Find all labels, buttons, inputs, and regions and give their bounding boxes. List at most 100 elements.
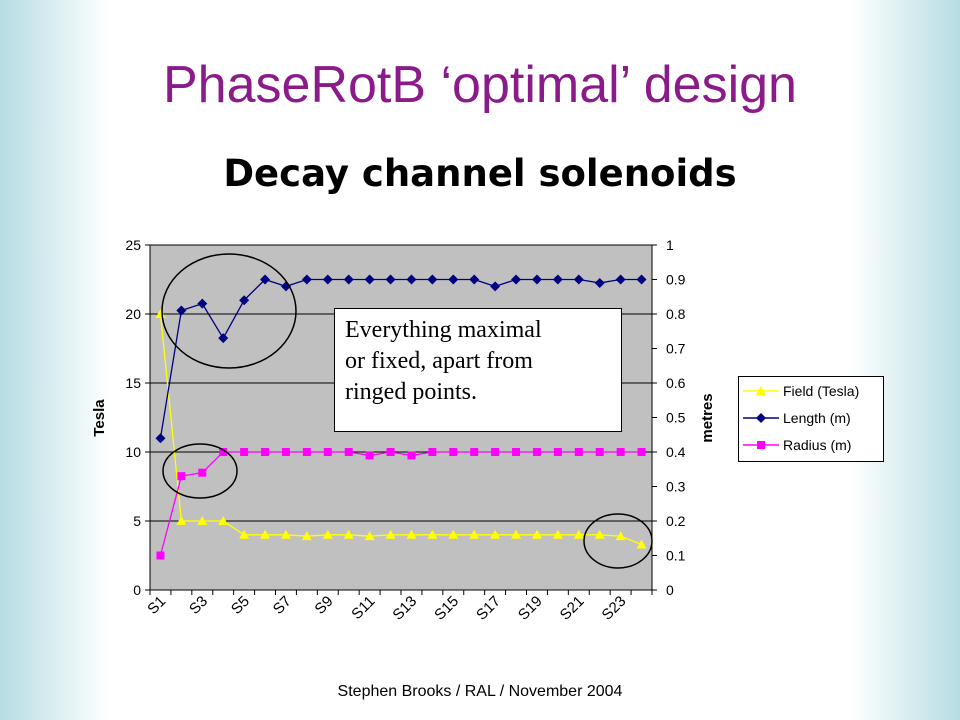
legend-item-radius: Radius (m)	[739, 435, 885, 455]
data-point	[553, 448, 562, 456]
data-point	[155, 309, 166, 318]
data-point	[280, 529, 291, 539]
annotation-line: ringed points.	[345, 379, 477, 405]
data-point	[197, 298, 208, 309]
chart-title: Decay channel solenoids	[223, 152, 737, 195]
data-point	[260, 529, 271, 539]
y2-tick-label: 0.2	[666, 513, 686, 529]
data-point	[365, 451, 374, 460]
data-point	[552, 274, 563, 285]
x-tick-label: S9	[312, 593, 337, 618]
x-tick-label: S5	[228, 593, 253, 618]
data-point	[385, 529, 396, 539]
legend-item-field: Field (Tesla)	[739, 381, 885, 401]
ring-bottom-right	[583, 513, 653, 569]
data-point	[240, 448, 249, 456]
data-point	[343, 529, 354, 539]
data-point	[176, 305, 187, 316]
data-point	[198, 468, 207, 477]
data-point	[531, 529, 542, 539]
y-tick-label: 15	[125, 375, 141, 391]
data-point	[511, 529, 522, 539]
data-point	[595, 448, 604, 456]
data-point	[197, 516, 208, 525]
ring-middle-left	[162, 443, 238, 499]
footer: Stephen Brooks / RAL / November 2004	[337, 683, 623, 700]
ring-top-left	[161, 253, 297, 369]
annotation-line: Everything maximal	[345, 317, 542, 343]
data-point	[322, 274, 333, 285]
data-point	[594, 529, 605, 539]
data-point	[406, 529, 417, 539]
data-point	[239, 295, 250, 306]
y2-tick-label: 0.3	[666, 479, 686, 495]
x-tick-label: S17	[473, 593, 504, 624]
x-tick-label: S7	[270, 593, 295, 618]
y-tick-label: 20	[125, 306, 141, 322]
y2-tick-label: 0.5	[666, 410, 686, 426]
data-point	[239, 529, 250, 539]
data-point	[573, 529, 584, 539]
data-point	[323, 448, 332, 456]
data-point	[531, 274, 542, 285]
x-tick-label: S19	[515, 593, 546, 624]
y2-tick-label: 0.9	[666, 272, 686, 288]
data-point	[637, 448, 646, 456]
y2-tick-label: 1	[666, 237, 674, 253]
data-point	[343, 274, 354, 285]
x-tick-label: S15	[431, 593, 462, 624]
data-point	[281, 448, 290, 456]
y2-tick-label: 0.4	[666, 444, 686, 460]
y-tick-label: 5	[133, 513, 141, 529]
y2-tick-label: 0.1	[666, 548, 686, 564]
data-point	[261, 448, 270, 456]
data-point	[385, 274, 396, 285]
data-point	[406, 274, 417, 285]
data-point	[218, 333, 229, 344]
x-tick-label: S23	[599, 593, 630, 624]
data-point	[386, 448, 395, 456]
data-point	[344, 448, 353, 456]
data-point	[218, 516, 229, 525]
y-tick-label: 10	[125, 444, 141, 460]
data-point	[364, 274, 375, 285]
legend: Field (Tesla) Length (m) Radius (m)	[738, 376, 884, 462]
data-point	[470, 448, 479, 456]
data-point	[574, 448, 583, 456]
data-point	[177, 472, 186, 481]
data-point	[219, 448, 228, 456]
data-point	[301, 274, 312, 285]
x-tick-label: S13	[389, 593, 420, 624]
data-point	[512, 448, 521, 456]
y2-axis-label: metres	[699, 393, 716, 442]
data-point	[511, 274, 522, 285]
data-point	[615, 531, 626, 541]
data-point	[636, 274, 647, 285]
x-tick-label: S11	[348, 593, 378, 623]
data-point	[532, 448, 541, 456]
data-point	[636, 539, 647, 549]
x-tick-label: S21	[557, 593, 588, 624]
data-point	[302, 448, 311, 456]
y2-tick-label: 0.6	[666, 375, 686, 391]
data-point	[594, 277, 605, 288]
data-point	[615, 274, 626, 285]
data-point	[552, 529, 563, 539]
data-point	[322, 529, 333, 539]
x-tick-label: S3	[186, 593, 211, 618]
legend-label: Length (m)	[783, 410, 851, 426]
data-point	[469, 529, 480, 539]
legend-item-length: Length (m)	[739, 408, 885, 428]
series-line	[159, 313, 642, 546]
data-point	[491, 448, 500, 456]
legend-label: Field (Tesla)	[783, 383, 860, 399]
data-point	[469, 274, 480, 285]
y-tick-label: 25	[125, 237, 141, 253]
legend-label: Radius (m)	[783, 437, 852, 453]
x-tick-label: S1	[144, 593, 169, 618]
data-point	[176, 516, 187, 525]
data-point	[260, 274, 271, 285]
data-point	[427, 274, 438, 285]
data-point	[490, 281, 501, 292]
data-point	[448, 274, 459, 285]
